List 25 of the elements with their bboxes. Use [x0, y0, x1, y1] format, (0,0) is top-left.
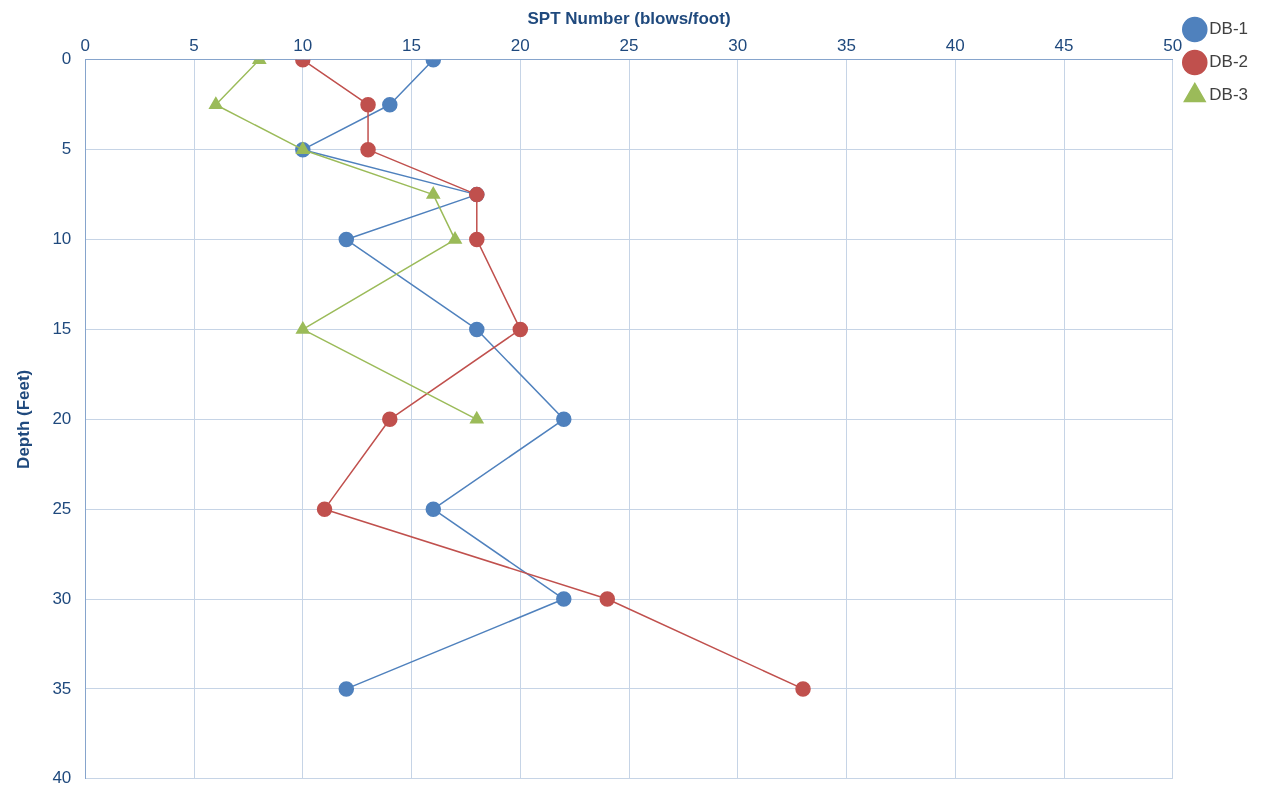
- y-tick-label: 15: [52, 319, 72, 339]
- x-tick-label: 35: [837, 36, 856, 56]
- x-axis-title: SPT Number (blows/foot): [527, 8, 731, 28]
- x-tick-label: 5: [189, 36, 199, 56]
- legend-label: DB-1: [1209, 19, 1248, 39]
- x-tick-label: 45: [1054, 36, 1074, 56]
- legend-label: DB-2: [1209, 52, 1248, 72]
- x-tick-label: 40: [945, 36, 965, 56]
- y-tick-label: 10: [52, 229, 72, 249]
- x-tick-label: 15: [402, 36, 422, 56]
- y-tick-label: 40: [52, 768, 72, 788]
- x-tick-label: 30: [728, 36, 748, 56]
- x-tick-label: 50: [1163, 36, 1183, 56]
- y-tick-label: 20: [52, 408, 72, 428]
- x-tick-label: 20: [510, 36, 530, 56]
- y-tick-label: 30: [52, 588, 72, 608]
- legend-label: DB-3: [1209, 85, 1248, 105]
- y-tick-label: 5: [61, 139, 72, 159]
- y-tick-label: 0: [61, 49, 72, 69]
- x-tick-label: 25: [619, 36, 639, 56]
- x-tick-label: 0: [80, 36, 91, 56]
- y-tick-label: 25: [52, 498, 72, 518]
- x-tick-label: 10: [293, 36, 313, 56]
- y-tick-label: 35: [52, 678, 72, 698]
- y-axis-title: Depth (Feet): [13, 369, 33, 469]
